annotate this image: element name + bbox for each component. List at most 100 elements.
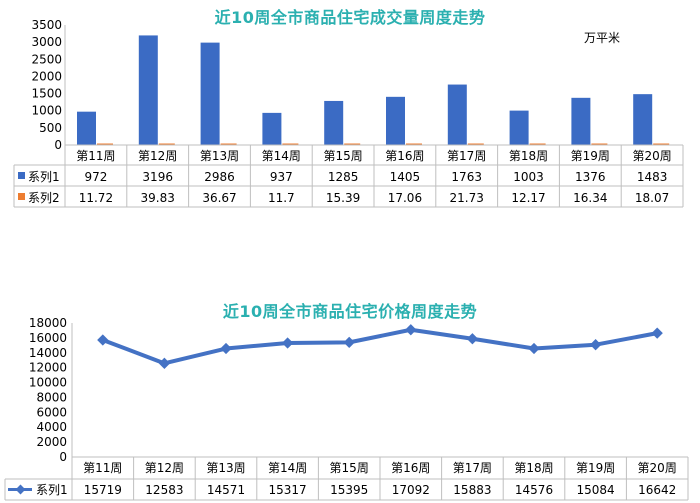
table-value-series1: 1003 — [513, 170, 544, 184]
category-label: 第18周 — [509, 149, 548, 163]
bar-series2 — [158, 143, 175, 145]
category-label: 第15周 — [323, 149, 362, 163]
bar-series1 — [447, 84, 467, 145]
bar-series1 — [200, 42, 220, 145]
category-label: 第19周 — [576, 461, 615, 475]
y-tick-label: 8000 — [36, 390, 67, 404]
category-label: 第17周 — [447, 149, 486, 163]
bar-series2 — [529, 143, 546, 145]
data-point — [405, 324, 417, 336]
table-value-series1: 15317 — [269, 483, 307, 497]
data-point — [466, 333, 479, 345]
table-value-series2: 17.06 — [388, 191, 422, 205]
legend-key-marker — [15, 484, 26, 495]
table-value-series1: 15395 — [330, 483, 368, 497]
y-tick-label: 3500 — [31, 18, 62, 32]
table-value-series2: 39.83 — [141, 191, 175, 205]
volume-chart: 0500100015002000250030003500第11周97211.72… — [13, 18, 684, 208]
data-point — [589, 339, 602, 351]
unit-label: 万平米 — [584, 31, 621, 45]
bar-series2 — [406, 143, 422, 145]
bar-series1 — [138, 35, 158, 146]
table-value-series1: 1376 — [575, 170, 606, 184]
table-value-series1: 972 — [84, 170, 107, 184]
y-tick-label: 2000 — [36, 435, 67, 449]
bar-series2 — [97, 143, 113, 145]
bar-series2 — [467, 143, 484, 145]
bar-series2 — [220, 143, 237, 145]
y-tick-label: 0 — [59, 450, 67, 464]
y-tick-label: 12000 — [29, 361, 67, 375]
table-value-series1: 1763 — [451, 170, 482, 184]
table-value-series2: 11.72 — [79, 191, 113, 205]
table-value-series1: 15084 — [577, 483, 615, 497]
y-tick-label: 10000 — [29, 376, 67, 390]
legend-key-series1 — [18, 172, 25, 179]
y-tick-label: 4000 — [36, 420, 67, 434]
category-label: 第11周 — [83, 461, 122, 475]
table-value-series1: 3196 — [142, 170, 173, 184]
y-tick-label: 6000 — [36, 405, 67, 419]
data-point — [220, 342, 232, 355]
y-tick-label: 2500 — [31, 52, 62, 66]
table-value-series2: 16.34 — [573, 191, 607, 205]
y-tick-label: 500 — [39, 121, 62, 135]
category-label: 第17周 — [453, 461, 492, 475]
data-point — [651, 327, 663, 339]
bar-series1 — [509, 110, 529, 145]
category-label: 第15周 — [330, 461, 369, 475]
category-label: 第18周 — [514, 461, 553, 475]
y-tick-label: 0 — [54, 138, 62, 152]
bar-series1 — [571, 97, 591, 145]
bar-series1 — [324, 100, 344, 145]
data-point — [343, 336, 355, 349]
table-value-series1: 14571 — [207, 483, 245, 497]
category-label: 第13周 — [200, 149, 239, 163]
category-label: 第20周 — [638, 461, 677, 475]
y-tick-label: 2000 — [31, 69, 62, 83]
data-point — [281, 337, 294, 349]
bar-series1 — [633, 94, 653, 145]
table-value-series1: 17092 — [392, 483, 430, 497]
bar-series1 — [77, 111, 96, 145]
legend-key-series2 — [18, 193, 25, 200]
category-label: 第14周 — [262, 149, 301, 163]
chart-title-volume: 近10周全市商品住宅成交量周度走势 — [214, 8, 486, 27]
table-value-series1: 12583 — [145, 483, 183, 497]
bar-series2 — [344, 143, 361, 145]
table-value-series2: 21.73 — [450, 191, 484, 205]
category-label: 第16周 — [385, 149, 424, 163]
y-tick-label: 16000 — [29, 331, 67, 345]
table-value-series1: 1285 — [328, 170, 359, 184]
category-label: 第13周 — [206, 461, 245, 475]
series-line — [102, 327, 658, 366]
y-tick-label: 1500 — [31, 87, 62, 101]
category-label: 第16周 — [391, 461, 430, 475]
bar-series2 — [282, 143, 299, 145]
y-tick-label: 14000 — [29, 346, 67, 360]
table-value-series1: 15883 — [453, 483, 491, 497]
table-value-series1: 14576 — [515, 483, 553, 497]
table-value-series2: 11.7 — [268, 191, 295, 205]
table-value-series1: 1405 — [390, 170, 421, 184]
data-point — [528, 342, 540, 355]
bar-series1 — [386, 96, 405, 145]
table-value-series1: 2986 — [204, 170, 235, 184]
category-label: 第12周 — [145, 461, 184, 475]
data-point — [158, 357, 171, 369]
bar-series2 — [591, 143, 608, 145]
category-label: 第19周 — [571, 149, 610, 163]
legend-label-series1: 系列1 — [36, 483, 68, 497]
table-value-series2: 15.39 — [326, 191, 360, 205]
y-tick-label: 1000 — [31, 104, 62, 118]
bar-series2 — [653, 143, 670, 145]
table-value-series1: 1483 — [637, 170, 668, 184]
table-value-series1: 16642 — [638, 483, 676, 497]
table-value-series1: 15719 — [84, 483, 122, 497]
data-point — [97, 334, 109, 346]
table-value-series1: 937 — [270, 170, 293, 184]
category-label: 第12周 — [138, 149, 177, 163]
category-label: 第14周 — [268, 461, 307, 475]
table-value-series2: 12.17 — [511, 191, 545, 205]
